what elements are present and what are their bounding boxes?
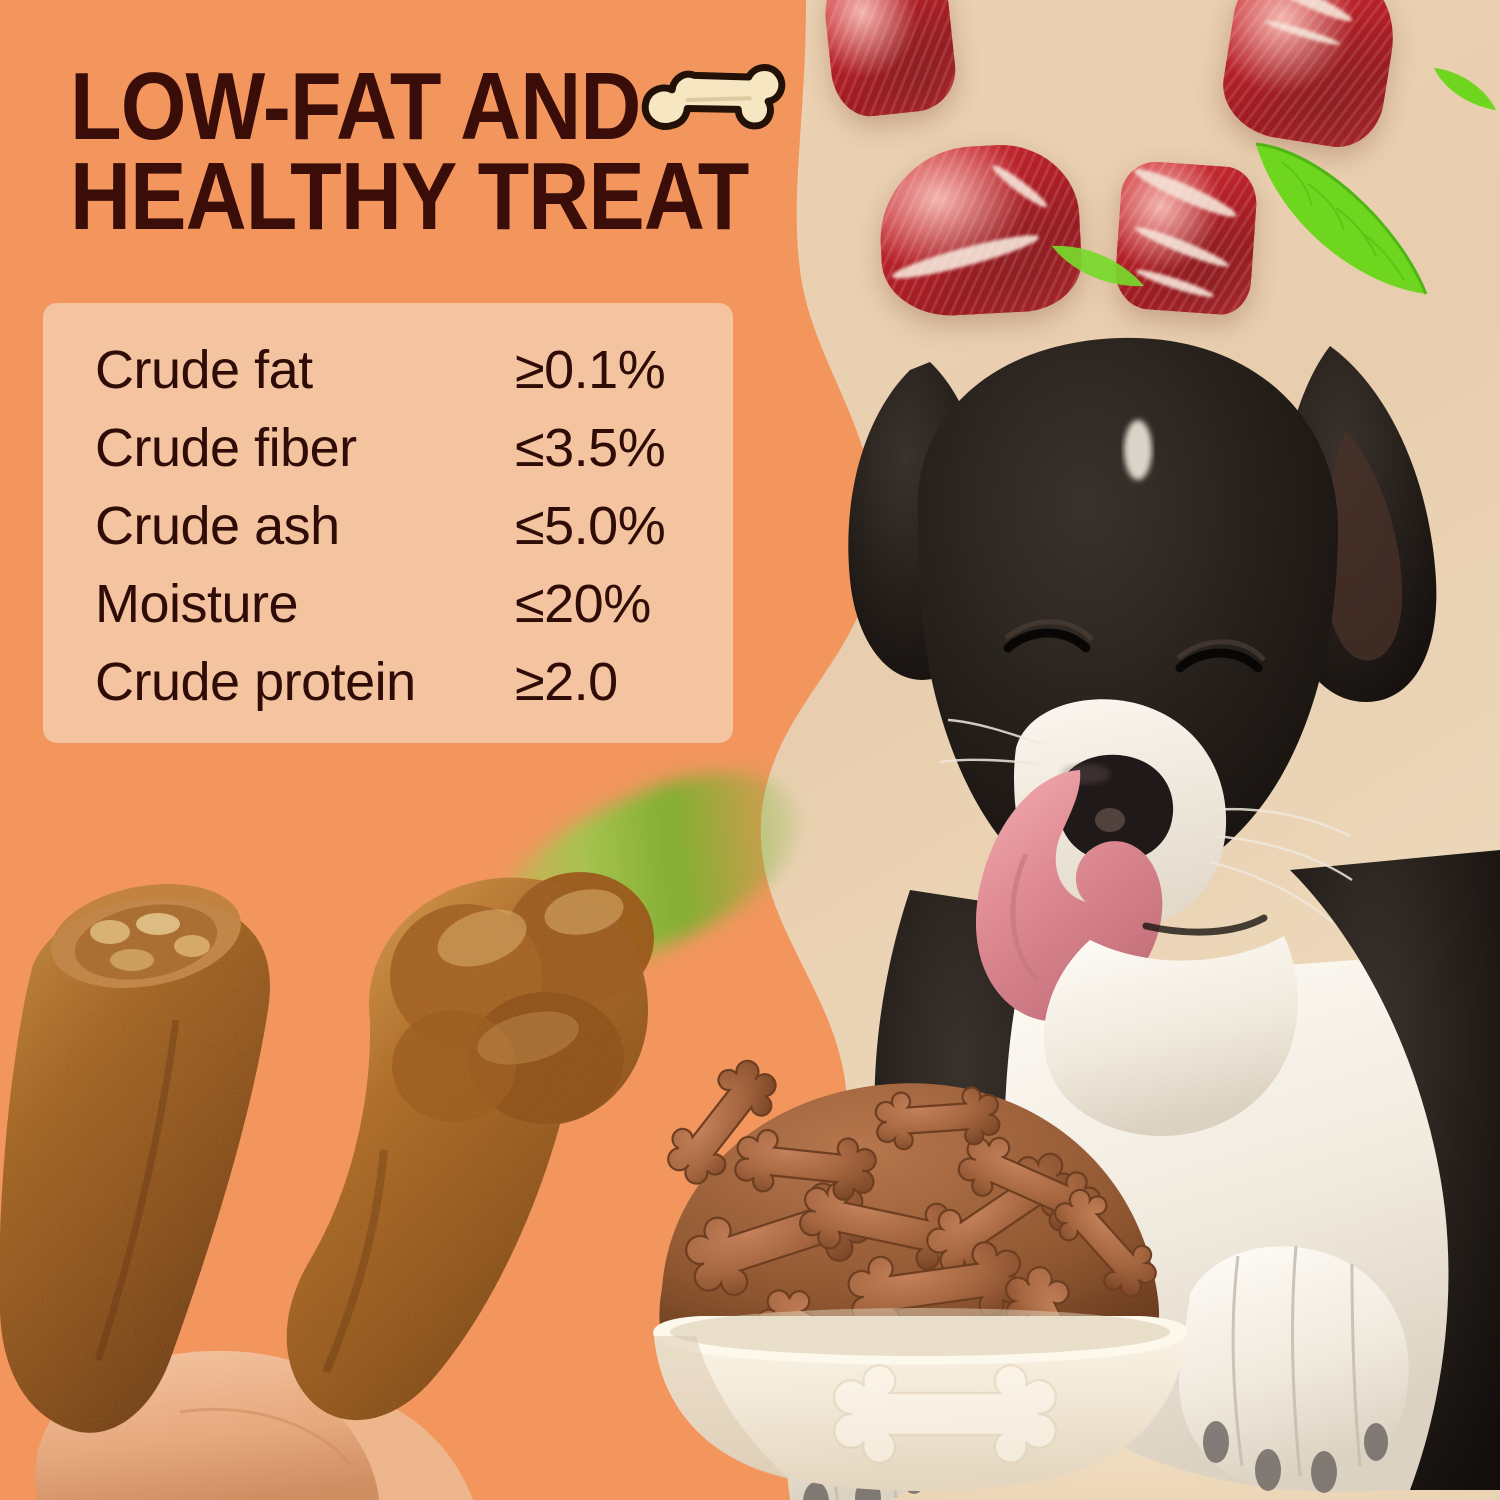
nutrition-row: Crude fat ≥0.1% <box>95 339 685 417</box>
dog-bowl <box>653 1059 1188 1491</box>
dog-eye-right <box>1175 648 1263 673</box>
nutrition-value: ≥0.1% <box>515 340 666 400</box>
dog-forehead-spot <box>1124 420 1152 480</box>
nutrition-value: ≤5.0% <box>515 496 666 556</box>
headline: LOW-FAT AND HEALTHY TREAT <box>70 53 770 251</box>
headline-line-2: HEALTHY TREAT <box>70 143 749 251</box>
dog-nostril <box>1095 808 1125 832</box>
nutrition-value: ≤3.5% <box>515 418 666 478</box>
nutrition-label: Crude ash <box>95 496 340 556</box>
dog-body-right <box>1290 850 1500 1490</box>
dog-photo <box>790 337 1500 1500</box>
leaf-icon-mid <box>1052 245 1144 287</box>
nutrition-row: Crude ash ≤5.0% <box>95 495 685 573</box>
dog-eye-left <box>1003 628 1091 653</box>
chew-stick-bone <box>286 872 654 1421</box>
leaf-icon-large <box>1255 142 1428 295</box>
nutrition-label: Crude fat <box>95 340 313 400</box>
dog-ear-right-inner <box>1324 430 1403 661</box>
nutrition-panel: Crude fat ≥0.1% Crude fiber ≤3.5% Crude … <box>43 303 733 743</box>
nutrition-row: Crude protein ≥2.0 <box>95 651 685 729</box>
nutrition-row: Crude fiber ≤3.5% <box>95 417 685 495</box>
nutrition-row: Moisture ≤20% <box>95 573 685 651</box>
nutrition-value: ≥2.0 <box>515 652 618 712</box>
nutrition-label: Crude protein <box>95 652 416 712</box>
dog-eye-right-lid <box>1176 639 1266 662</box>
dog-mouth <box>1142 914 1268 936</box>
dog-whiskers <box>939 718 1353 923</box>
nutrition-value: ≤20% <box>515 574 651 634</box>
dog-tongue-crease <box>1010 852 1040 982</box>
nutrition-label: Moisture <box>95 574 299 634</box>
bone-icon <box>641 64 786 130</box>
leaf-icon-small <box>1434 68 1496 110</box>
bowl-bone-relief <box>832 1363 1058 1465</box>
held-chew-treats <box>0 872 654 1500</box>
dog-neck-ruff <box>1043 936 1299 1137</box>
dog-paw-right <box>1179 1245 1409 1493</box>
nutrition-label: Crude fiber <box>95 418 357 478</box>
headline-line-1: LOW-FAT AND <box>70 53 641 160</box>
bowl-inner-shadow <box>670 1308 1170 1356</box>
chew-stick-rolled <box>0 884 270 1433</box>
bowl-shading <box>654 1336 790 1480</box>
dog-eye-left-lid <box>1004 619 1094 642</box>
